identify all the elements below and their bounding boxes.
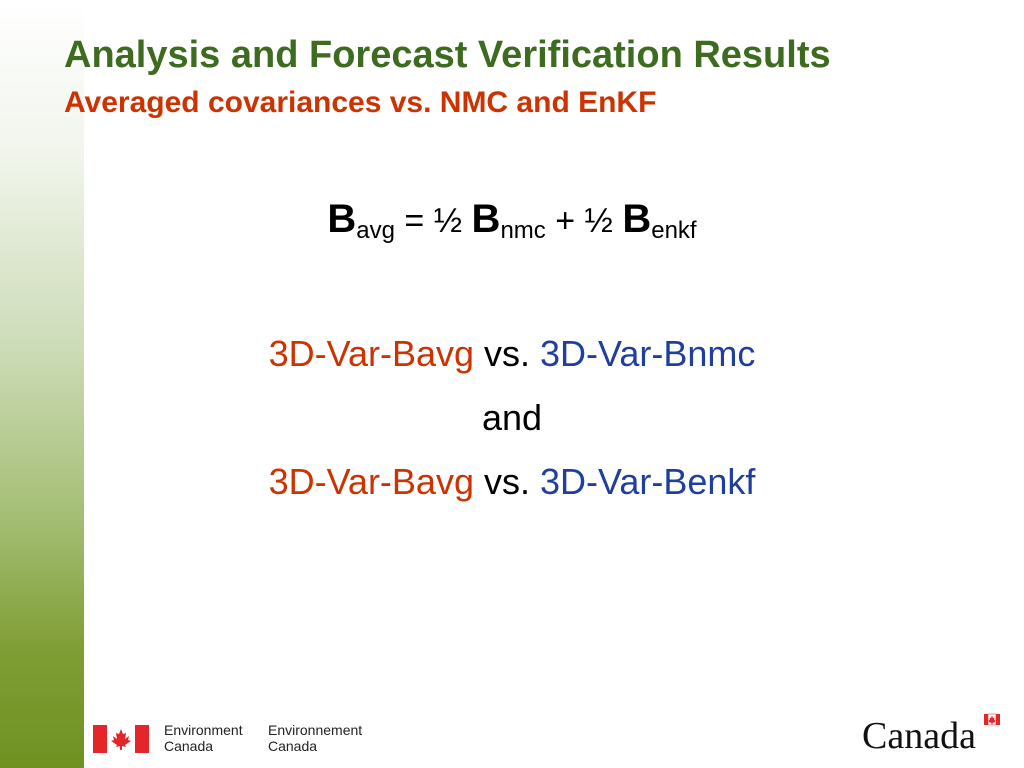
comparison-left-label: 3D-Var-Bavg — [268, 461, 474, 502]
dept-fr-line1: Environnement — [268, 722, 363, 738]
dept-name-english: Environment Canada — [164, 722, 243, 754]
dept-en-line2: Canada — [164, 738, 214, 754]
formula-b-enkf: B — [622, 197, 652, 241]
covariance-formula: Bavg = ½ Bnmc + ½ Benkf — [0, 194, 1024, 246]
wordmark-text: Canada — [862, 715, 976, 756]
formula-op-half: = ½ — [394, 202, 472, 240]
dept-en-line1: Environment — [164, 722, 243, 738]
comparison-line-enkf: 3D-Var-Bavg vs. 3D-Var-Benkf — [0, 450, 1024, 514]
slide-subtitle: Averaged covariances vs. NMC and EnKF — [64, 86, 657, 119]
comparison-line-nmc: 3D-Var-Bavg vs. 3D-Var-Bnmc — [0, 322, 1024, 386]
comparison-left-label: 3D-Var-Bavg — [268, 333, 474, 374]
comparison-list: 3D-Var-Bavg vs. 3D-Var-Bnmc and 3D-Var-B… — [0, 322, 1024, 514]
formula-sub-nmc: nmc — [500, 217, 546, 244]
canada-flag-icon — [93, 725, 149, 753]
comparison-vs-label: vs. — [473, 461, 540, 502]
comparison-right-label: 3D-Var-Benkf — [540, 461, 756, 502]
formula-b-avg: B — [327, 197, 357, 241]
formula-sub-avg: avg — [356, 217, 395, 244]
comparison-right-label: 3D-Var-Bnmc — [540, 333, 756, 374]
formula-sub-enkf: enkf — [651, 217, 697, 244]
formula-op-plus-half: + ½ — [545, 202, 623, 240]
dept-fr-line2: Canada — [268, 738, 318, 754]
comparison-vs-label: vs. — [474, 333, 541, 374]
canada-wordmark-icon: Canada — [862, 713, 1000, 756]
side-gradient-bar — [0, 0, 84, 768]
dept-name-french: Environnement Canada — [268, 722, 362, 754]
comparison-connector: and — [481, 397, 543, 438]
slide-title: Analysis and Forecast Verification Resul… — [64, 34, 831, 76]
formula-b-nmc: B — [471, 197, 501, 241]
footer-bar: Environment Canada Environnement Canada … — [0, 700, 1024, 768]
